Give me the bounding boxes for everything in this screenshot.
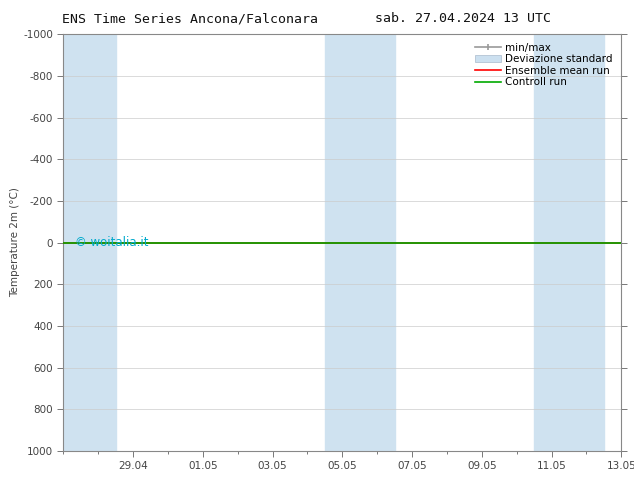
Text: sab. 27.04.2024 13 UTC: sab. 27.04.2024 13 UTC	[375, 12, 551, 25]
Bar	[534, 34, 604, 451]
Legend: min/max, Deviazione standard, Ensemble mean run, Controll run: min/max, Deviazione standard, Ensemble m…	[472, 40, 616, 91]
Text: © woitalia.it: © woitalia.it	[75, 236, 148, 249]
Text: ENS Time Series Ancona/Falconara: ENS Time Series Ancona/Falconara	[62, 12, 318, 25]
Bar	[325, 34, 394, 451]
Y-axis label: Temperature 2m (°C): Temperature 2m (°C)	[10, 188, 20, 297]
Bar	[46, 34, 115, 451]
